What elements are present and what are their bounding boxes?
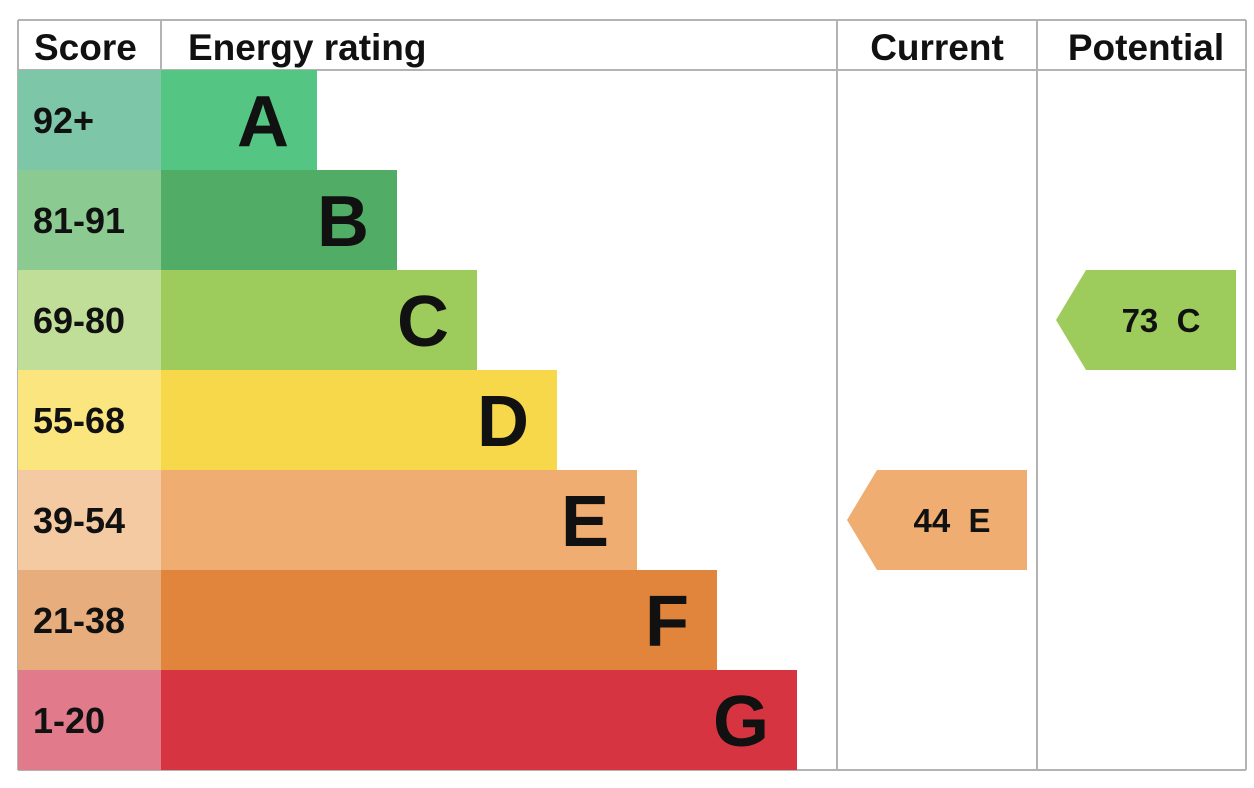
potential-header: Potential (1068, 27, 1224, 68)
current-header: Current (870, 27, 1004, 68)
rating-letter-c: C (397, 282, 449, 362)
score-cell-c (18, 270, 161, 370)
score-cell-b (18, 170, 161, 270)
score-label-d: 55-68 (33, 400, 125, 441)
potential-rating-label: 73 C (1122, 302, 1201, 339)
rating-letter-b: B (317, 182, 369, 262)
rating-bands: 92+ A 81-91 B 69-80 C 55-68 D 39-54 E 21-38 F 1-20 G (18, 70, 797, 770)
energy-rating-header: Energy rating (188, 27, 427, 68)
potential-rating-arrow (1056, 270, 1236, 370)
rating-letter-a: A (237, 82, 289, 162)
rating-bar-c (161, 270, 477, 370)
rating-bar-e (161, 470, 637, 570)
rating-letter-f: F (645, 582, 689, 662)
rating-bar-g (161, 670, 797, 770)
current-rating-arrow (847, 470, 1027, 570)
score-label-c: 69-80 (33, 300, 125, 341)
score-label-g: 1-20 (33, 700, 105, 741)
score-cell-a (18, 70, 161, 170)
rating-bar-b (161, 170, 397, 270)
score-label-a: 92+ (33, 100, 94, 141)
score-cell-f (18, 570, 161, 670)
rating-indicators: 44 E 73 C (847, 270, 1236, 570)
rating-bar-d (161, 370, 557, 470)
rating-bar-a (161, 70, 317, 170)
score-cell-e (18, 470, 161, 570)
header-row: Score Energy rating Current Potential (34, 27, 1224, 68)
rating-letter-e: E (561, 482, 609, 562)
current-rating-label: 44 E (913, 502, 990, 539)
rating-letter-g: G (713, 682, 769, 762)
score-cell-d (18, 370, 161, 470)
score-label-e: 39-54 (33, 500, 125, 541)
score-label-f: 21-38 (33, 600, 125, 641)
score-header: Score (34, 27, 137, 68)
score-label-b: 81-91 (33, 200, 125, 241)
rating-bar-f (161, 570, 717, 670)
score-cell-g (18, 670, 161, 770)
rating-letter-d: D (477, 382, 529, 462)
